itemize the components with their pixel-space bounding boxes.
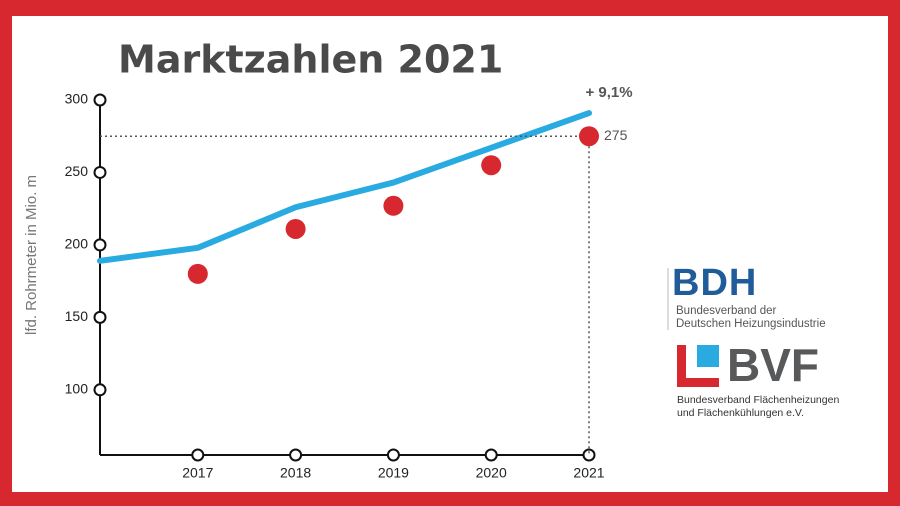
y-tick-label: 200 — [65, 236, 89, 252]
bvf-icon — [697, 345, 719, 367]
dot — [579, 126, 599, 147]
dot — [383, 195, 404, 216]
y-tick — [93, 383, 107, 397]
x-tick-label: 2021 — [573, 465, 604, 481]
y-tick-label: 100 — [65, 380, 89, 396]
y-tick — [93, 238, 107, 252]
y-tick-label: 300 — [65, 91, 89, 107]
x-tick — [386, 448, 400, 462]
y-tick-label: 250 — [65, 163, 89, 179]
dot — [187, 263, 208, 284]
y-axis-label: lfd. Rohrmeter in Mio. m — [23, 175, 40, 335]
bvf-subtitle: und Flächenkühlungen e.V. — [677, 407, 804, 419]
x-tick-label: 2018 — [280, 465, 311, 481]
x-tick — [191, 448, 205, 462]
y-tick-label: 150 — [65, 308, 89, 324]
x-tick-label: 2017 — [182, 465, 213, 481]
y-tick — [93, 93, 107, 107]
y-tick — [93, 165, 107, 179]
dot — [285, 218, 306, 239]
x-tick — [289, 448, 303, 462]
x-tick-label: 2019 — [378, 465, 409, 481]
bdh-subtitle: Deutschen Heizungsindustrie — [676, 318, 826, 330]
x-tick-label: 2020 — [476, 465, 507, 481]
bdh-subtitle: Bundesverband der — [676, 305, 777, 317]
y-tick — [93, 310, 107, 324]
chart-title: Marktzahlen 2021 — [118, 38, 503, 82]
line-series — [97, 110, 592, 264]
bvf-logo: BVF — [727, 339, 819, 391]
annotation: + 9,1% — [585, 84, 632, 101]
dot — [481, 155, 502, 176]
x-tick — [582, 448, 596, 462]
data-label: 275 — [604, 127, 628, 143]
bdh-logo: BDH — [672, 262, 758, 304]
bvf-subtitle: Bundesverband Flächenheizungen — [677, 394, 840, 406]
x-tick — [484, 448, 498, 462]
